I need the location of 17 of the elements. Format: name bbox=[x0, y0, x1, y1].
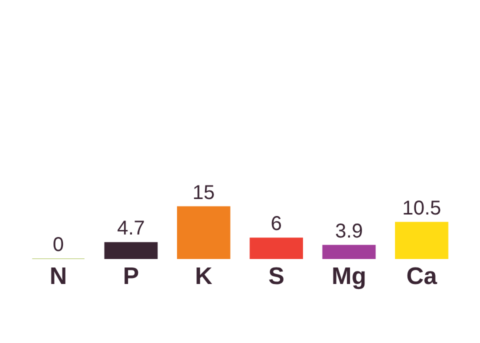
data-label: 10.5 bbox=[402, 197, 442, 220]
bar bbox=[395, 222, 448, 259]
bar bbox=[250, 238, 303, 259]
data-label: 0 bbox=[52, 234, 64, 256]
x-tick-label: Mg bbox=[332, 263, 366, 290]
bar bbox=[104, 242, 158, 259]
bar bbox=[322, 244, 376, 259]
x-tick-label: P bbox=[122, 263, 140, 290]
bar bbox=[177, 206, 230, 259]
data-label: 6 bbox=[270, 213, 282, 236]
x-tick-label: N bbox=[50, 263, 67, 290]
x-tick-label: Ca bbox=[406, 263, 438, 290]
data-label: 15 bbox=[192, 182, 215, 204]
data-label: 3.9 bbox=[335, 220, 363, 242]
x-tick-label: S bbox=[268, 263, 284, 290]
data-label: 4.7 bbox=[117, 218, 145, 240]
x-tick-label: K bbox=[195, 263, 213, 290]
